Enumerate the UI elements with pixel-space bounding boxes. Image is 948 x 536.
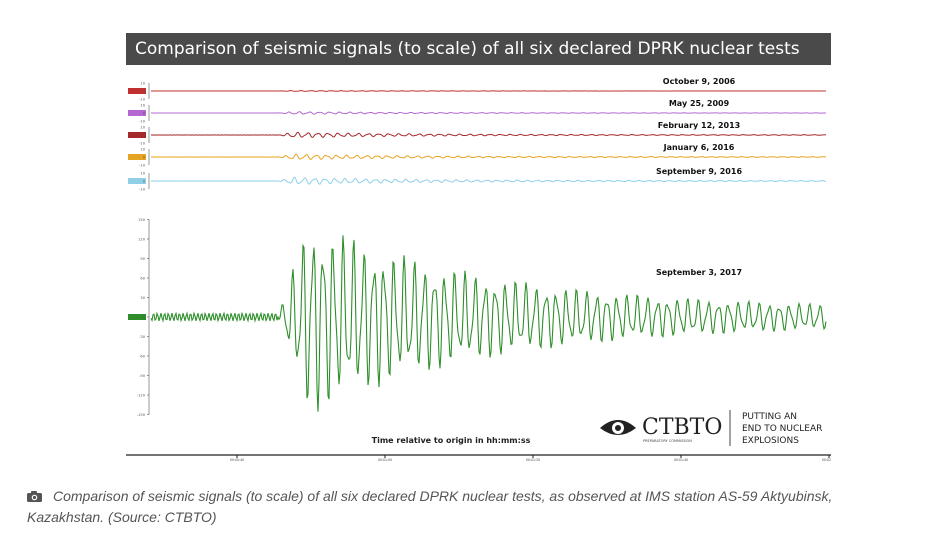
y-tick-label: -10 bbox=[139, 188, 146, 192]
trace-date-label: September 3, 2017 bbox=[656, 268, 742, 277]
station-tag bbox=[128, 314, 146, 320]
trace-label-group: October 9, 2006 May 25, 2009 February 12, … bbox=[656, 77, 742, 277]
y-tick-label: -10 bbox=[139, 142, 146, 146]
logo-tagline-1: PUTTING AN bbox=[742, 412, 797, 422]
y-tick-label: 10 bbox=[140, 172, 145, 176]
station-tag bbox=[128, 110, 146, 116]
trace-date-label: October 9, 2006 bbox=[663, 77, 736, 86]
y-tick-label: 0 bbox=[143, 156, 146, 160]
y-tick-label: 60 bbox=[140, 277, 145, 281]
y-tick-label: 0 bbox=[143, 112, 146, 116]
ctbto-logo: CTBTO PREPARATORY COMMISSION PUTTING AN … bbox=[600, 410, 822, 446]
trace-group: 10 0 -10 10 0 -10 10 0 -10 10 0 -10 10 0 -10 150 120 90 60… bbox=[128, 82, 827, 417]
trace-date-label: January 6, 2016 bbox=[663, 143, 735, 152]
logo-name: CTBTO bbox=[642, 415, 722, 440]
trace-date-label: May 25, 2009 bbox=[669, 99, 730, 108]
y-tick-label: 10 bbox=[140, 148, 145, 152]
y-tick-label: 10 bbox=[140, 126, 145, 130]
y-tick-label: 0 bbox=[143, 180, 146, 184]
y-tick-label: 0 bbox=[143, 316, 146, 320]
station-tag bbox=[128, 132, 146, 138]
y-tick-label: 0 bbox=[143, 134, 146, 138]
camera-icon bbox=[27, 491, 42, 502]
y-tick-label: -90 bbox=[139, 374, 146, 378]
ctbto-eye-icon bbox=[600, 420, 636, 435]
y-tick-label: -150 bbox=[137, 413, 146, 417]
trace-date-label: February 12, 2013 bbox=[658, 121, 741, 130]
logo-tagline-2: END TO NUCLEAR bbox=[742, 424, 822, 434]
y-tick-label: -10 bbox=[139, 120, 146, 124]
figure-title: Comparison of seismic signals (to scale)… bbox=[126, 33, 831, 65]
seismic-figure: 10 0 -10 10 0 -10 10 0 -10 10 0 -10 10 0 -10 150 120 90 60… bbox=[126, 33, 831, 461]
y-tick-label: 30 bbox=[140, 296, 145, 300]
seismic-trace bbox=[150, 153, 827, 160]
seismic-trace bbox=[150, 131, 827, 139]
y-tick-label: -10 bbox=[139, 164, 146, 168]
caption-text: Comparison of seismic signals (to scale)… bbox=[27, 488, 833, 525]
time-tick-label: 00:02:00 bbox=[822, 458, 831, 461]
y-tick-label: -10 bbox=[139, 98, 146, 102]
logo-subtitle: PREPARATORY COMMISSION bbox=[643, 439, 692, 443]
y-tick-label: 0 bbox=[143, 90, 146, 94]
x-axis: 00:00:40 00:01:00 00:01:20 00:01:40 00:02:00 bbox=[126, 454, 831, 461]
seismic-plot: 10 0 -10 10 0 -10 10 0 -10 10 0 -10 10 0 -10 150 120 90 60… bbox=[126, 77, 831, 461]
image-caption: Comparison of seismic signals (to scale)… bbox=[27, 486, 907, 528]
time-tick-label: 00:01:00 bbox=[378, 458, 392, 461]
y-tick-label: 120 bbox=[138, 238, 146, 242]
station-tag bbox=[128, 178, 146, 184]
y-tick-label: 90 bbox=[140, 257, 145, 261]
seismic-trace bbox=[150, 235, 827, 412]
y-tick-label: 150 bbox=[138, 218, 146, 222]
y-tick-label: 10 bbox=[140, 82, 145, 86]
y-tick-label: 10 bbox=[140, 104, 145, 108]
seismic-trace bbox=[150, 176, 827, 185]
y-tick-label: -120 bbox=[137, 394, 146, 398]
seismic-trace bbox=[150, 90, 827, 92]
time-tick-label: 00:00:40 bbox=[230, 458, 244, 461]
logo-tagline-3: EXPLOSIONS bbox=[742, 436, 799, 446]
y-tick-label: -60 bbox=[139, 355, 146, 359]
station-tag bbox=[128, 88, 146, 94]
trace-date-label: September 9, 2016 bbox=[656, 167, 742, 176]
station-tag bbox=[128, 154, 146, 160]
seismic-trace bbox=[150, 111, 827, 115]
time-tick-label: 00:01:40 bbox=[674, 458, 688, 461]
y-tick-label: -30 bbox=[139, 335, 146, 339]
time-tick-label: 00:01:20 bbox=[526, 458, 540, 461]
x-axis-label: Time relative to origin in hh:mm:ss bbox=[372, 436, 531, 445]
